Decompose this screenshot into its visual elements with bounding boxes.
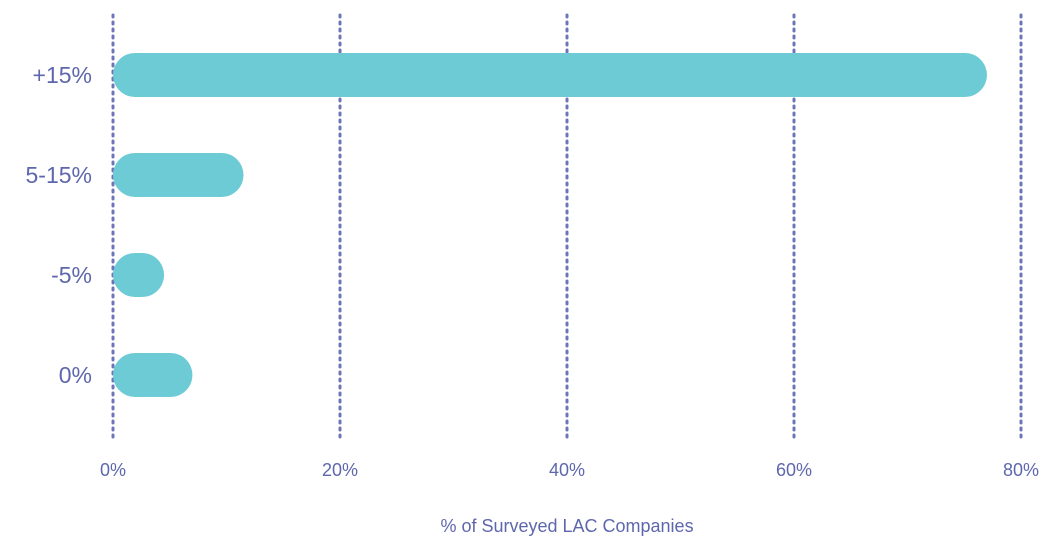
- x-tick-label: 20%: [322, 460, 358, 480]
- x-tick-label: 0%: [100, 460, 126, 480]
- category-label: 0%: [59, 362, 92, 388]
- x-tick-labels: 0% 20% 40% 60% 80%: [100, 460, 1039, 480]
- x-tick-label: 40%: [549, 460, 585, 480]
- x-tick-label: 80%: [1003, 460, 1039, 480]
- bars: [113, 53, 987, 397]
- bar: [113, 153, 244, 197]
- category-label: 5-15%: [26, 162, 92, 188]
- category-label: -5%: [51, 262, 92, 288]
- bar: [113, 253, 165, 297]
- bar: [113, 353, 193, 397]
- x-tick-label: 60%: [776, 460, 812, 480]
- category-label: +15%: [33, 62, 92, 88]
- category-labels: +15% 5-15% -5% 0%: [26, 62, 92, 388]
- bar: [113, 53, 987, 97]
- x-axis-title: % of Surveyed LAC Companies: [440, 516, 693, 536]
